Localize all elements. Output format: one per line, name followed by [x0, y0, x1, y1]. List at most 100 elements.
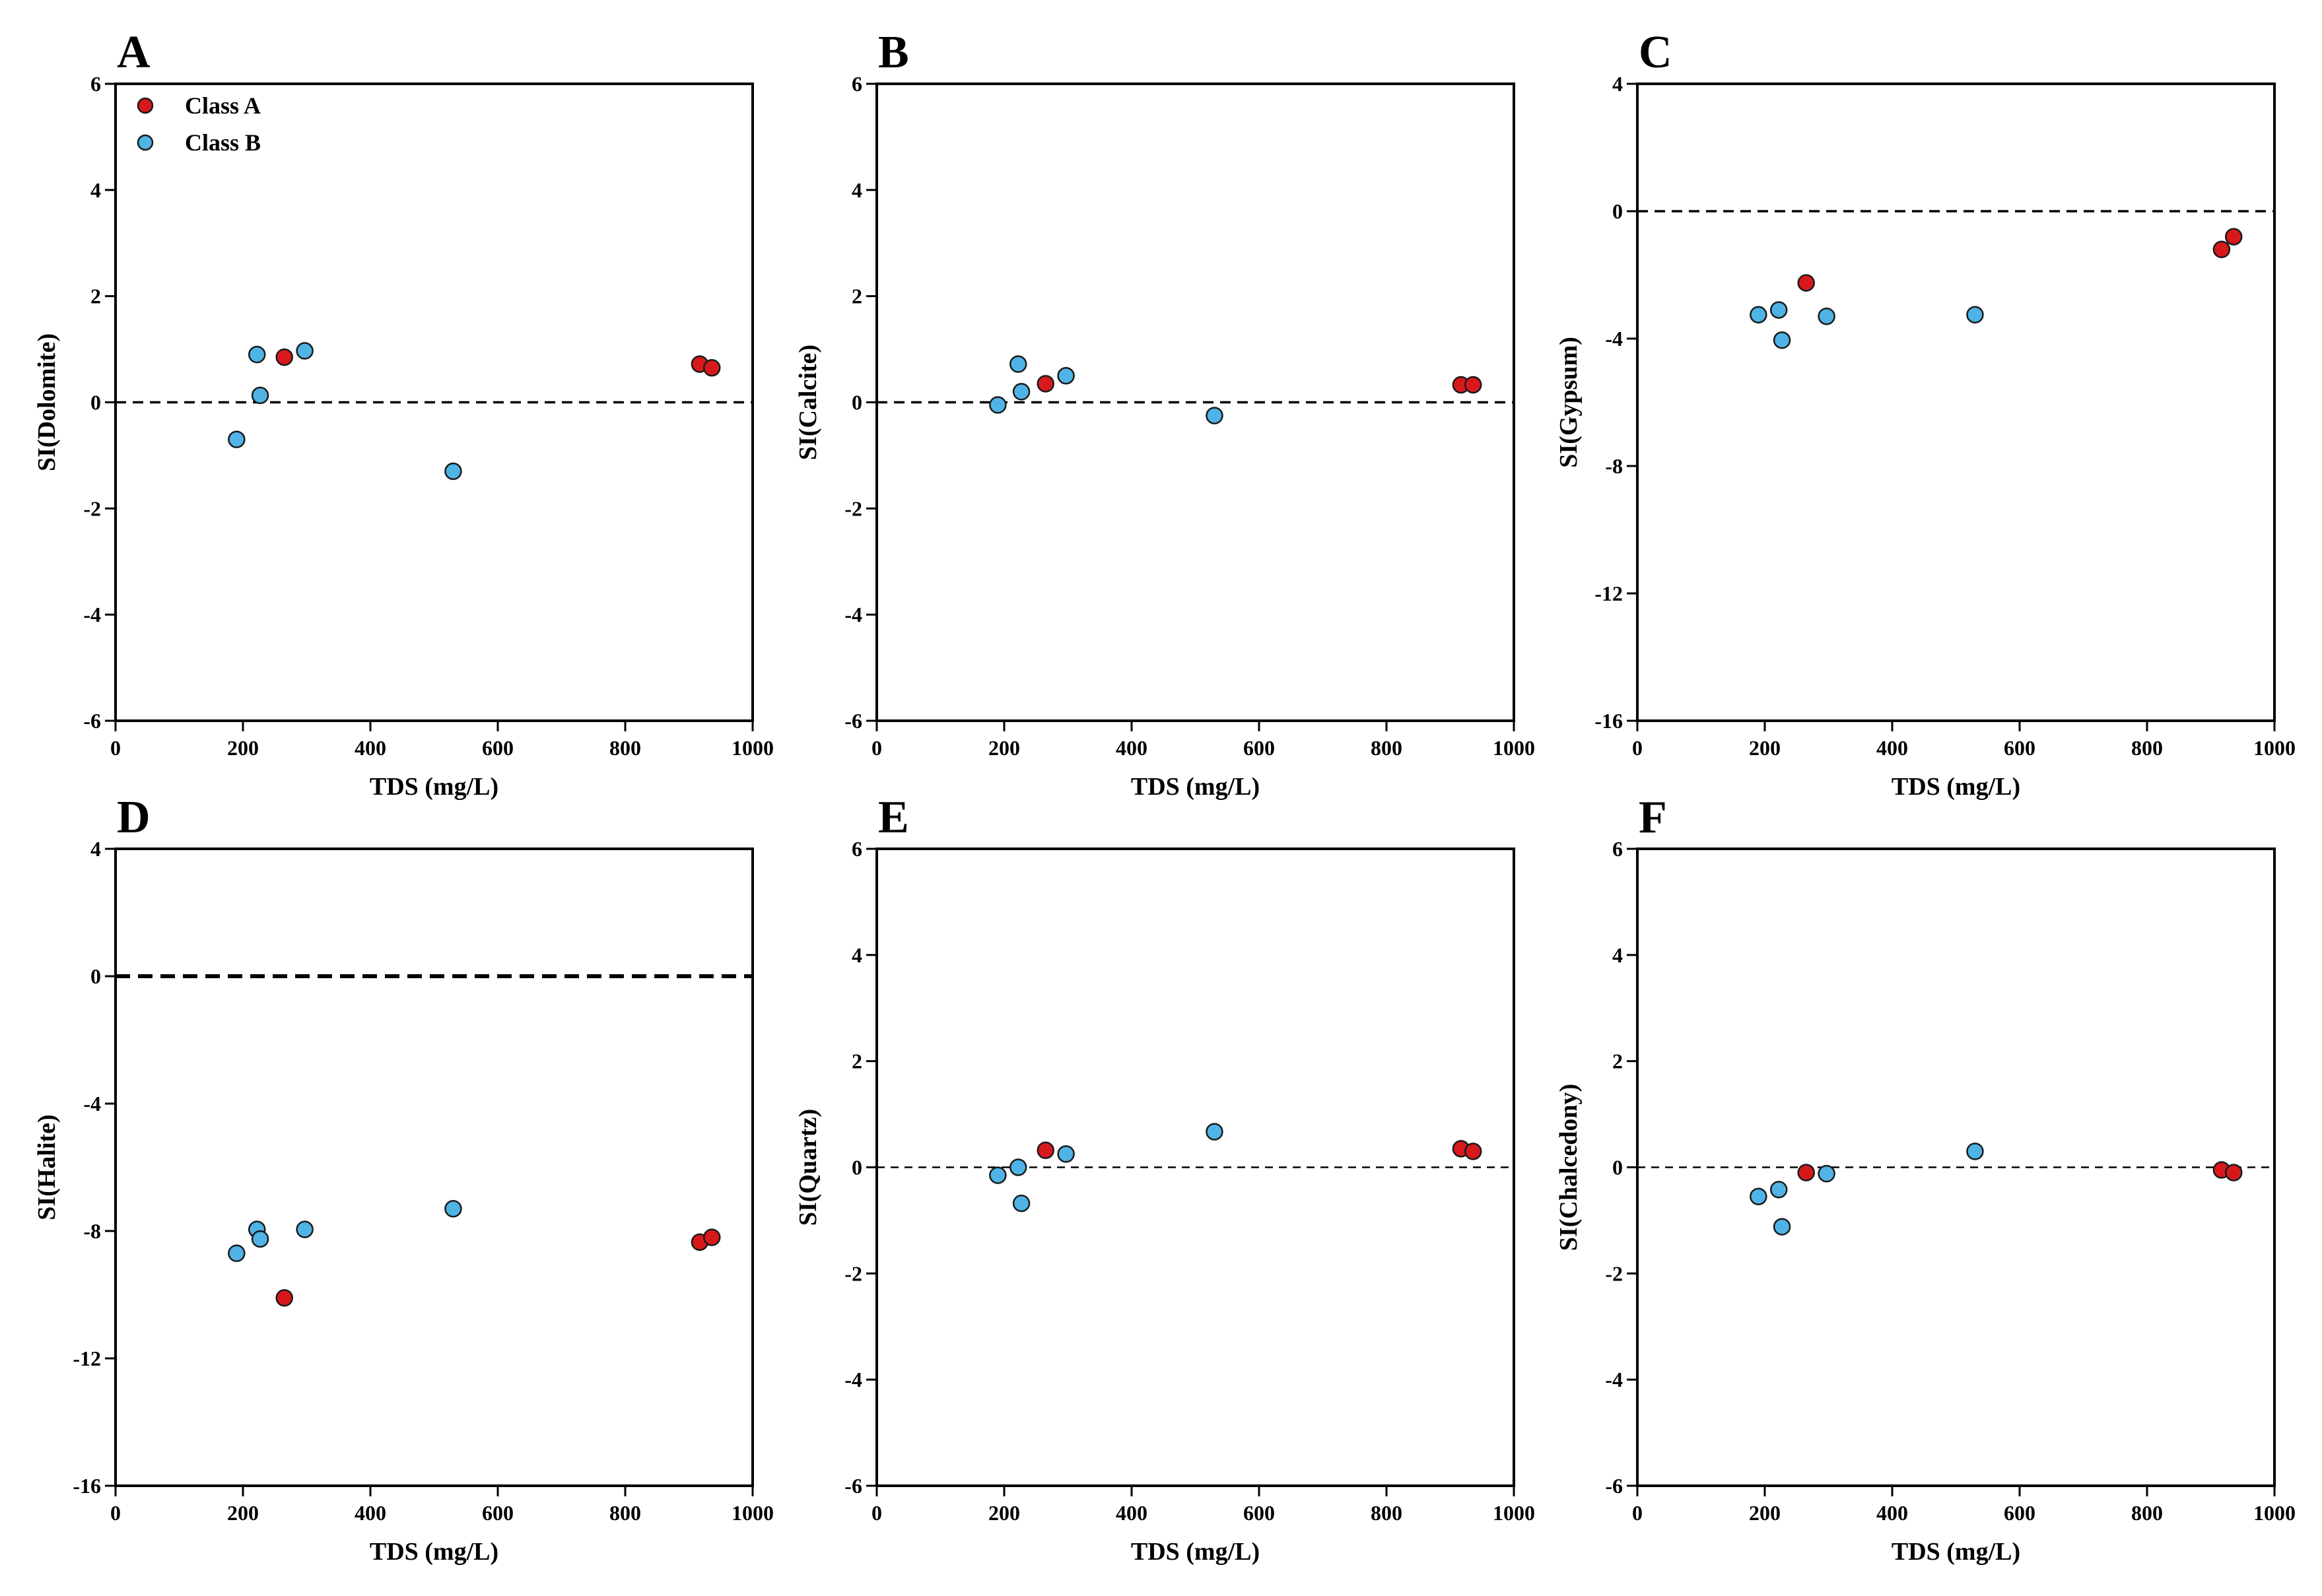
x-tick-label: 600 — [482, 736, 514, 760]
point-class-b — [228, 1244, 246, 1263]
point-class-a — [1797, 1164, 1815, 1181]
x-tick-label: 200 — [227, 736, 259, 760]
x-tick-label: 600 — [2004, 736, 2035, 760]
point-class-b — [296, 1220, 314, 1238]
y-tick-label: -2 — [844, 496, 862, 520]
y-tick-label: 0 — [852, 391, 862, 415]
panel-c: 0 200 400 600 800 1000 -16 -12 -8 -4 0 4 TDS (mg/L) S… — [1555, 27, 2296, 801]
x-tick-label: 200 — [1749, 736, 1781, 760]
point-class-b — [1818, 1164, 1835, 1183]
panel-f: 0 200 400 600 800 1000 -6 -4 -2 0 2 4 6 TDS (mg/L) SI(… — [1555, 792, 2296, 1566]
point-class-a — [2224, 228, 2243, 246]
point-class-b — [1009, 1158, 1027, 1176]
x-axis-title: TDS (mg/L) — [1892, 773, 2020, 801]
point-class-a — [2212, 240, 2231, 259]
point-class-b — [989, 1166, 1007, 1184]
x-tick-label: 1000 — [1493, 1501, 1535, 1525]
point-class-a — [702, 1228, 721, 1246]
x-tick-label: 400 — [355, 1501, 386, 1525]
x-tick-label: 600 — [482, 1501, 514, 1525]
legend-marker — [137, 134, 154, 151]
point-class-a — [2224, 1164, 2243, 1181]
point-class-b — [444, 462, 462, 481]
x-axis-title: TDS (mg/L) — [370, 1538, 498, 1566]
point-class-b — [1750, 306, 1767, 324]
y-tick-label: 2 — [852, 284, 862, 308]
x-tick-label: 200 — [1749, 1501, 1781, 1525]
x-tick-label: 400 — [1116, 736, 1147, 760]
x-tick-label: 800 — [609, 736, 641, 760]
y-tick-label: -6 — [1605, 1474, 1623, 1498]
x-tick-label: 1000 — [732, 1501, 774, 1525]
x-axis-title: TDS (mg/L) — [1131, 1538, 1260, 1566]
point-class-b — [1966, 306, 1984, 324]
y-axis-title: SI(Gypsum) — [1555, 337, 1583, 468]
point-class-a — [1037, 375, 1054, 393]
x-tick-label: 800 — [2131, 1501, 2163, 1525]
point-class-b — [1773, 331, 1791, 349]
x-tick-label: 600 — [1243, 1501, 1275, 1525]
y-tick-label: 0 — [90, 964, 101, 988]
point-class-b — [1206, 407, 1223, 424]
y-tick-label: 6 — [90, 72, 101, 96]
point-class-b — [248, 345, 266, 364]
y-tick-label: -2 — [83, 496, 101, 520]
y-tick-label: -16 — [1594, 709, 1623, 733]
y-tick-label: -8 — [1605, 454, 1623, 478]
y-tick-label: 0 — [852, 1156, 862, 1180]
y-tick-label: 6 — [852, 837, 862, 861]
point-class-b — [444, 1199, 462, 1218]
point-class-b — [1012, 1194, 1031, 1213]
y-tick-label: 4 — [852, 178, 862, 202]
x-tick-label: 400 — [355, 736, 386, 760]
point-class-b — [1769, 301, 1788, 319]
legend-label: Class B — [185, 129, 261, 156]
legend-marker — [137, 97, 154, 114]
point-class-a — [1797, 274, 1815, 292]
x-tick-label: 400 — [1116, 1501, 1147, 1525]
point-class-a — [275, 1289, 293, 1307]
panel-letter: D — [117, 792, 151, 843]
x-axis-title: TDS (mg/L) — [1892, 1538, 2020, 1566]
panel-letter: A — [117, 27, 151, 78]
y-tick-label: 0 — [1612, 1156, 1623, 1180]
x-tick-label: 600 — [2004, 1501, 2035, 1525]
y-tick-label: -12 — [1594, 582, 1623, 605]
y-tick-label: 4 — [852, 943, 862, 967]
point-class-b — [251, 386, 269, 405]
point-class-b — [1206, 1123, 1223, 1141]
y-axis-title: SI(Dolomite) — [33, 333, 61, 471]
y-axis-title: SI(Quartz) — [794, 1109, 822, 1226]
point-class-b — [1012, 383, 1031, 401]
x-tick-label: 0 — [110, 736, 121, 760]
x-axis-title: TDS (mg/L) — [370, 773, 498, 801]
panel-e: 0 200 400 600 800 1000 -6 -4 -2 0 2 4 6 TDS (mg/L) SI(… — [794, 792, 1535, 1566]
point-class-b — [251, 1230, 269, 1248]
point-class-a — [275, 348, 293, 366]
plot-frame — [1636, 83, 2276, 722]
y-tick-label: 4 — [90, 837, 101, 861]
x-tick-label: 200 — [988, 1501, 1020, 1525]
point-class-b — [1009, 355, 1027, 373]
legend: Class A Class B — [137, 92, 261, 156]
y-tick-label: -12 — [73, 1347, 101, 1370]
x-tick-label: 400 — [1876, 1501, 1908, 1525]
point-class-a — [1464, 1143, 1482, 1160]
panel-letter: F — [1639, 792, 1667, 843]
x-tick-label: 0 — [110, 1501, 121, 1525]
x-tick-label: 1000 — [2253, 736, 2296, 760]
legend-label: Class A — [185, 92, 261, 119]
y-tick-label: 4 — [1612, 943, 1623, 967]
panel-letter: E — [878, 792, 909, 843]
x-axis-title: TDS (mg/L) — [1131, 773, 1260, 801]
y-tick-label: -4 — [844, 603, 862, 626]
y-axis-title: SI(Halite) — [33, 1114, 61, 1220]
x-tick-label: 1000 — [732, 736, 774, 760]
y-tick-label: 2 — [1612, 1049, 1623, 1073]
y-tick-label: -6 — [83, 709, 101, 733]
y-tick-label: 4 — [90, 178, 101, 202]
x-tick-label: 0 — [1632, 1501, 1643, 1525]
y-tick-label: -2 — [844, 1261, 862, 1285]
y-tick-label: -4 — [844, 1368, 862, 1391]
